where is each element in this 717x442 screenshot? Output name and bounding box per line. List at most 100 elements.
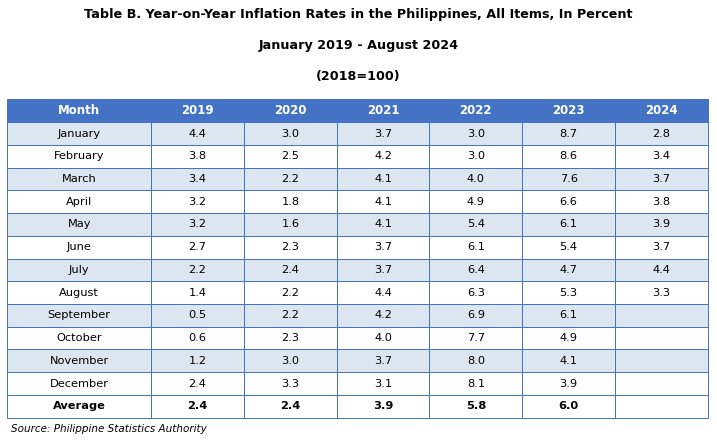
Bar bbox=[244, 122, 337, 145]
Bar bbox=[522, 304, 615, 327]
Text: 3.2: 3.2 bbox=[189, 197, 206, 207]
Text: February: February bbox=[54, 151, 105, 161]
Bar bbox=[244, 327, 337, 350]
Text: 2.4: 2.4 bbox=[189, 379, 206, 389]
Text: 6.1: 6.1 bbox=[467, 242, 485, 252]
Bar bbox=[429, 145, 522, 168]
Text: 1.2: 1.2 bbox=[189, 356, 206, 366]
Bar bbox=[429, 350, 522, 372]
Text: 4.9: 4.9 bbox=[559, 333, 578, 343]
Bar bbox=[244, 304, 337, 327]
Bar bbox=[615, 350, 708, 372]
Bar bbox=[151, 191, 244, 213]
Bar bbox=[7, 259, 151, 281]
Bar bbox=[337, 281, 429, 304]
Text: 3.7: 3.7 bbox=[374, 242, 392, 252]
Bar bbox=[522, 236, 615, 259]
Bar bbox=[244, 236, 337, 259]
Bar bbox=[429, 327, 522, 350]
Text: 2022: 2022 bbox=[460, 104, 492, 117]
Text: 2.3: 2.3 bbox=[281, 242, 299, 252]
Text: 2.2: 2.2 bbox=[281, 310, 299, 320]
Text: 4.1: 4.1 bbox=[374, 197, 392, 207]
Text: 6.6: 6.6 bbox=[560, 197, 577, 207]
Bar bbox=[337, 145, 429, 168]
Bar bbox=[429, 304, 522, 327]
Bar bbox=[429, 236, 522, 259]
Text: 2.2: 2.2 bbox=[189, 265, 206, 275]
Bar bbox=[337, 372, 429, 395]
Text: 2.4: 2.4 bbox=[187, 401, 208, 412]
Text: 5.3: 5.3 bbox=[559, 288, 578, 297]
Text: 2019: 2019 bbox=[181, 104, 214, 117]
Text: July: July bbox=[69, 265, 90, 275]
Bar bbox=[337, 304, 429, 327]
Bar bbox=[615, 191, 708, 213]
Text: 3.7: 3.7 bbox=[652, 174, 670, 184]
Text: 3.1: 3.1 bbox=[374, 379, 392, 389]
Bar bbox=[615, 327, 708, 350]
Text: October: October bbox=[57, 333, 102, 343]
Bar bbox=[7, 122, 151, 145]
Bar bbox=[615, 122, 708, 145]
Bar bbox=[7, 145, 151, 168]
Bar bbox=[615, 281, 708, 304]
Bar bbox=[244, 350, 337, 372]
Text: 3.7: 3.7 bbox=[374, 129, 392, 138]
Bar bbox=[429, 122, 522, 145]
Bar bbox=[522, 122, 615, 145]
Text: 3.7: 3.7 bbox=[374, 265, 392, 275]
Bar bbox=[522, 372, 615, 395]
Text: 2.7: 2.7 bbox=[189, 242, 206, 252]
Bar bbox=[337, 213, 429, 236]
Bar bbox=[337, 99, 429, 122]
Text: 4.1: 4.1 bbox=[374, 220, 392, 229]
Text: 4.1: 4.1 bbox=[559, 356, 578, 366]
Bar bbox=[522, 168, 615, 191]
Bar bbox=[244, 395, 337, 418]
Text: 4.4: 4.4 bbox=[189, 129, 206, 138]
Text: 3.0: 3.0 bbox=[467, 129, 485, 138]
Text: 3.2: 3.2 bbox=[189, 220, 206, 229]
Text: 2.3: 2.3 bbox=[281, 333, 299, 343]
Bar bbox=[522, 145, 615, 168]
Bar bbox=[151, 259, 244, 281]
Text: Average: Average bbox=[53, 401, 105, 412]
Text: 3.3: 3.3 bbox=[652, 288, 670, 297]
Bar bbox=[429, 372, 522, 395]
Bar bbox=[151, 327, 244, 350]
Text: 8.0: 8.0 bbox=[467, 356, 485, 366]
Bar bbox=[337, 327, 429, 350]
Bar bbox=[522, 191, 615, 213]
Bar bbox=[244, 168, 337, 191]
Bar bbox=[7, 168, 151, 191]
Bar bbox=[429, 99, 522, 122]
Bar bbox=[429, 191, 522, 213]
Bar bbox=[7, 395, 151, 418]
Bar bbox=[244, 191, 337, 213]
Text: 4.2: 4.2 bbox=[374, 151, 392, 161]
Text: January 2019 - August 2024: January 2019 - August 2024 bbox=[258, 39, 459, 52]
Bar bbox=[337, 191, 429, 213]
Bar bbox=[151, 99, 244, 122]
Bar bbox=[615, 145, 708, 168]
Bar bbox=[615, 395, 708, 418]
Text: Table B. Year-on-Year Inflation Rates in the Philippines, All Items, In Percent: Table B. Year-on-Year Inflation Rates in… bbox=[85, 8, 632, 21]
Text: December: December bbox=[49, 379, 109, 389]
Text: 4.4: 4.4 bbox=[652, 265, 670, 275]
Text: 4.2: 4.2 bbox=[374, 310, 392, 320]
Text: 6.1: 6.1 bbox=[559, 310, 578, 320]
Bar bbox=[615, 259, 708, 281]
Text: 8.6: 8.6 bbox=[559, 151, 578, 161]
Bar bbox=[244, 372, 337, 395]
Bar bbox=[7, 304, 151, 327]
Text: 5.4: 5.4 bbox=[467, 220, 485, 229]
Bar bbox=[522, 350, 615, 372]
Text: 3.0: 3.0 bbox=[281, 356, 300, 366]
Text: 3.9: 3.9 bbox=[559, 379, 578, 389]
Text: 6.4: 6.4 bbox=[467, 265, 485, 275]
Bar bbox=[429, 395, 522, 418]
Text: 2.4: 2.4 bbox=[281, 265, 299, 275]
Text: September: September bbox=[48, 310, 110, 320]
Bar bbox=[337, 122, 429, 145]
